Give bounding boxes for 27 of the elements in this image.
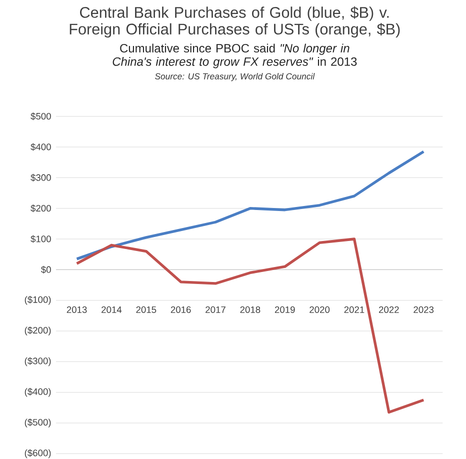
x-tick-label: 2013 [66, 306, 87, 313]
x-tick-label: 2016 [170, 306, 191, 313]
x-tick-label: 2017 [206, 306, 226, 313]
x-tick-label: 2020 [310, 306, 330, 313]
y-tick-label: $400 [30, 143, 51, 151]
y-tick-label: ($200) [24, 326, 51, 336]
chart-subtitle: Cumulative since PBOC said "No longer in China's interest to grow FX reserves" in 2013 [112, 44, 357, 68]
x-tick-label: 2022 [379, 306, 399, 313]
source-note: Source: US Treasury, World Gold Council [154, 73, 315, 82]
chart-title: Central Bank Purchases of Gold (blue, $B) v. Foreign Official Purchases of USTs (orange, $B) [70, 6, 400, 38]
x-tick-label: 2014 [102, 306, 122, 313]
y-tick-label: ($600) [24, 449, 51, 458]
y-tick-label: ($100) [24, 296, 51, 305]
x-tick-label: 2015 [136, 306, 156, 313]
y-tick-label: ($400) [24, 388, 51, 397]
y-tick-label: $500 [30, 112, 51, 120]
y-tick-label: $200 [30, 204, 51, 212]
y-tick-label: $100 [30, 235, 51, 243]
line-series [75, 150, 425, 260]
x-tick-label: 2018 [240, 306, 260, 313]
x-tick-label: 2021 [344, 306, 364, 313]
y-tick-label: $300 [30, 174, 51, 182]
x-tick-label: 2023 [414, 306, 434, 313]
y-tick-label: ($500) [24, 418, 51, 428]
x-tick-label: 2019 [274, 306, 295, 313]
y-tick-label: ($300) [24, 357, 51, 366]
y-tick-label: $0 [41, 266, 51, 274]
